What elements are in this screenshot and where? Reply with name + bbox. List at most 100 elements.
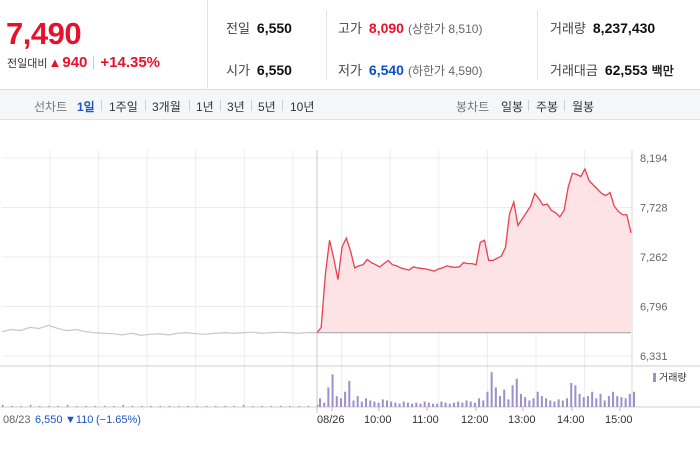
volume-bar [616,396,619,407]
volume-bar [39,405,41,407]
volume-bar [515,378,518,407]
stat-low: 저가 6,540 (하한가 4,590) [338,60,482,79]
volume-bar [356,396,359,407]
volume-bar [570,383,573,407]
volume-bar [360,401,363,407]
volume-bar [398,403,401,407]
volume-bar [205,405,208,407]
trade-amount-unit: 백만 [651,64,674,78]
change-line: 전일대비 ▲ 940 +14.35% [7,54,160,71]
open-value: 6,550 [256,62,292,78]
volume-bar [252,405,254,407]
volume-bar [233,405,236,407]
candle-daily[interactable]: 일봉 [501,100,524,114]
volume-bar [519,393,522,407]
toolbar-divider [282,100,283,111]
low-value: 6,540 [368,62,404,78]
volume-bar [444,402,447,407]
volume-bar [196,405,199,407]
volume-bar [20,405,23,407]
x-tick-label: 14:00 [557,414,585,426]
volume-bar [612,391,615,407]
change-label: 전일대비 [7,57,48,70]
period-1y[interactable]: 1년 [196,100,214,114]
price-chart[interactable]: 8,194 7,728 7,262 6,796 6,331 08/26 10:00 11:0… [0,120,700,450]
volume-bar [113,405,115,407]
volume-bar [298,405,300,407]
current-price: 7,490 [6,16,82,51]
change-percent: +14.35% [100,54,161,71]
volume-bar [553,401,556,407]
volume-bar [436,403,439,407]
volume-bar [448,403,451,407]
x-tick-label: 11:00 [412,414,439,426]
volume-bar [373,401,376,407]
volume-bar [486,391,489,407]
volume-bar [411,403,414,407]
change-value: 940 [62,54,88,71]
volume-bar [415,402,418,407]
volume-bar [465,400,468,407]
toolbar-divider [189,100,190,111]
volume-bar [131,405,134,407]
volume-bar [365,398,368,407]
volume-bar [385,400,388,407]
stock-summary-header: 7,490 전일대비 ▲ 940 +14.35% 전일 6,550 시가 6,5… [0,0,700,90]
y-axis-labels: 8,194 7,728 7,262 6,796 6,331 [640,153,668,363]
volume-bar [381,399,384,407]
prev-day-date: 08/23 [3,414,31,426]
volume-bar [432,403,435,407]
volume-bar [319,398,321,407]
volume-bar [440,401,443,407]
volume-bar [48,405,50,407]
price-area-fill [317,169,631,333]
volume-bar [628,393,631,407]
open-label: 시가 [226,63,250,78]
volume-bar [2,404,4,407]
candle-chart-label: 봉차트 [456,100,490,114]
volume-bar [150,405,152,407]
period-3y[interactable]: 3년 [227,100,245,114]
volume-bar [423,401,426,407]
volume-legend-label: 거래량 [659,372,687,384]
period-5y[interactable]: 5년 [258,100,276,114]
period-1w[interactable]: 1주일 [109,100,138,114]
volume-bar [307,405,310,407]
volume-bar [279,405,282,407]
volume-bar [419,403,422,407]
candle-monthly[interactable]: 월봉 [572,100,595,114]
volume-bar [457,401,460,407]
volume-bar [140,405,143,407]
volume-label: 거래량 [550,21,586,36]
toolbar-divider [101,100,102,111]
candle-weekly[interactable]: 주봉 [536,100,559,114]
volume-bar [344,391,347,407]
period-1d[interactable]: 1일 [77,100,95,114]
volume-bar [323,402,326,407]
volume-bar [369,400,372,407]
volume-bar [578,393,581,407]
x-tick-label: 08/26 [317,414,345,426]
prev-day-price-line [1,324,318,336]
period-10y[interactable]: 10년 [290,100,315,114]
volume-bar [557,399,560,407]
x-tick-label: 12:00 [461,414,489,426]
volume-bar [331,374,334,407]
column-divider [537,10,538,80]
volume-bar [607,396,610,407]
volume-bar [494,387,497,407]
volume-bar [582,397,585,407]
volume-bar [633,391,635,407]
lower-limit: (하한가 4,590) [407,64,483,78]
period-3m[interactable]: 3개월 [152,100,181,114]
volume-bar [317,404,319,407]
volume-bar [427,402,430,407]
volume-bar [85,405,87,407]
volume-bar [270,405,273,407]
toolbar-divider [564,100,565,111]
toolbar-divider [145,100,146,111]
volume-bar [11,405,13,407]
prev-day-change-percent: (−1.65%) [96,414,141,426]
volume-bar [122,404,124,407]
column-divider [326,10,327,80]
